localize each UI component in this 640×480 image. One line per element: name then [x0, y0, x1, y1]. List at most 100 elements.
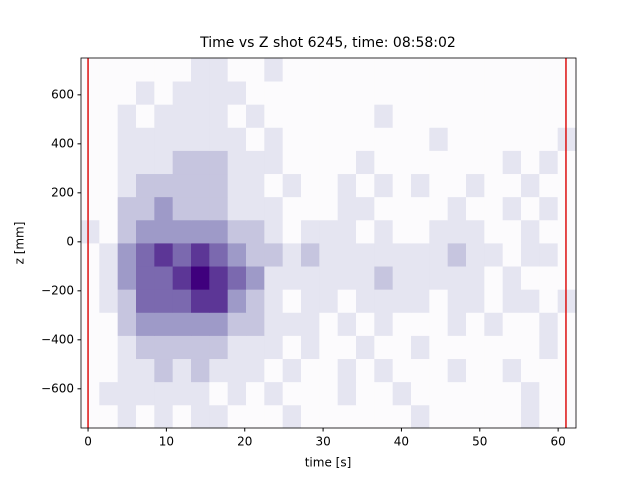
hist-cell [539, 335, 559, 360]
hist-cell [356, 266, 375, 290]
hist-cell [521, 358, 540, 383]
hist-cell [154, 81, 174, 105]
hist-cell [81, 81, 100, 105]
hist-cell [374, 173, 394, 198]
hist-cell [502, 81, 522, 105]
hist-cell [81, 289, 100, 313]
hist-cell [411, 81, 430, 105]
hist-cell [484, 104, 504, 128]
hist-cell [374, 404, 394, 429]
hist-cell [136, 150, 155, 175]
hist-cell [191, 289, 210, 313]
hist-cell [81, 381, 100, 406]
hist-cell [466, 196, 485, 221]
hist-cell [227, 243, 247, 267]
hist-cell [539, 404, 559, 429]
hist-cell [521, 404, 540, 429]
hist-cell [301, 81, 320, 105]
hist-cell [411, 104, 430, 128]
hist-cell [81, 219, 100, 244]
hist-cell [301, 127, 320, 151]
hist-cell [502, 335, 522, 360]
hist-cell [374, 335, 394, 360]
hist-cell [411, 150, 430, 175]
hist-cell [99, 173, 119, 198]
y-tick-label: −400 [41, 332, 74, 346]
hist-cell [81, 312, 100, 336]
hist-cell [539, 104, 559, 128]
hist-cell [539, 243, 559, 267]
hist-cell [374, 196, 394, 221]
y-tick-label: 400 [51, 136, 74, 150]
hist-cell [466, 358, 485, 383]
hist-cell [264, 196, 284, 221]
hist-cell [356, 335, 375, 360]
hist-cell [411, 266, 430, 290]
hist-cell [264, 104, 284, 128]
hist-cell [154, 358, 174, 383]
hist-cell [337, 358, 357, 383]
hist-cell [484, 312, 504, 336]
hist-cell [411, 381, 430, 406]
hist-cell [337, 219, 357, 244]
hist-cell [539, 289, 559, 313]
hist-cell [117, 127, 137, 151]
hist-cell [429, 104, 449, 128]
hist-cell [374, 312, 394, 336]
hist-cell [154, 150, 174, 175]
hist-cell [227, 358, 247, 383]
hist-cell [246, 219, 265, 244]
hist-cell [429, 81, 449, 105]
hist-cell [81, 196, 100, 221]
hist-cell [466, 81, 485, 105]
hist-cell [356, 381, 375, 406]
hist-cell [429, 289, 449, 313]
hist-cell [117, 243, 137, 267]
hist-cell [99, 219, 119, 244]
hist-cell [557, 312, 577, 336]
hist-cell [502, 196, 522, 221]
hist-cell [136, 289, 155, 313]
chart-title: Time vs Z shot 6245, time: 08:58:02 [199, 35, 456, 51]
hist-cell [191, 127, 210, 151]
hist-cell [411, 127, 430, 151]
hist-cell [411, 58, 430, 82]
hist-cell [356, 219, 375, 244]
hist-cell [191, 312, 210, 336]
hist-cell [282, 58, 302, 82]
hist-cell [227, 58, 247, 82]
hist-cell [136, 243, 155, 267]
hist-cell [502, 358, 522, 383]
hist-cell [337, 173, 357, 198]
hist-cell [374, 127, 394, 151]
hist-cell [117, 104, 137, 128]
hist-cell [447, 104, 467, 128]
hist-cell [557, 266, 577, 290]
hist-cell [466, 219, 485, 244]
y-tick-label: 0 [66, 234, 74, 248]
hist-cell [337, 196, 357, 221]
hist-cell [282, 335, 302, 360]
hist-cell [246, 335, 265, 360]
hist-cell [356, 81, 375, 105]
hist-cell [337, 266, 357, 290]
hist-cell [319, 358, 339, 383]
hist-cell [246, 381, 265, 406]
hist-cell [557, 289, 577, 313]
hist-cell [227, 127, 247, 151]
y-tick-label: −200 [41, 283, 74, 297]
x-tick-label: 60 [550, 435, 565, 449]
hist-cell [539, 173, 559, 198]
hist-cell [374, 150, 394, 175]
hist-cell [557, 104, 577, 128]
hist-cell [264, 358, 284, 383]
hist-cell [539, 266, 559, 290]
hist-cell [356, 104, 375, 128]
hist-cell [191, 58, 210, 82]
hist-cell [337, 312, 357, 336]
hist-cell [319, 266, 339, 290]
hist-cell [246, 312, 265, 336]
hist-cell [264, 150, 284, 175]
hist-cell [337, 404, 357, 429]
y-tick-label: −600 [41, 381, 74, 395]
